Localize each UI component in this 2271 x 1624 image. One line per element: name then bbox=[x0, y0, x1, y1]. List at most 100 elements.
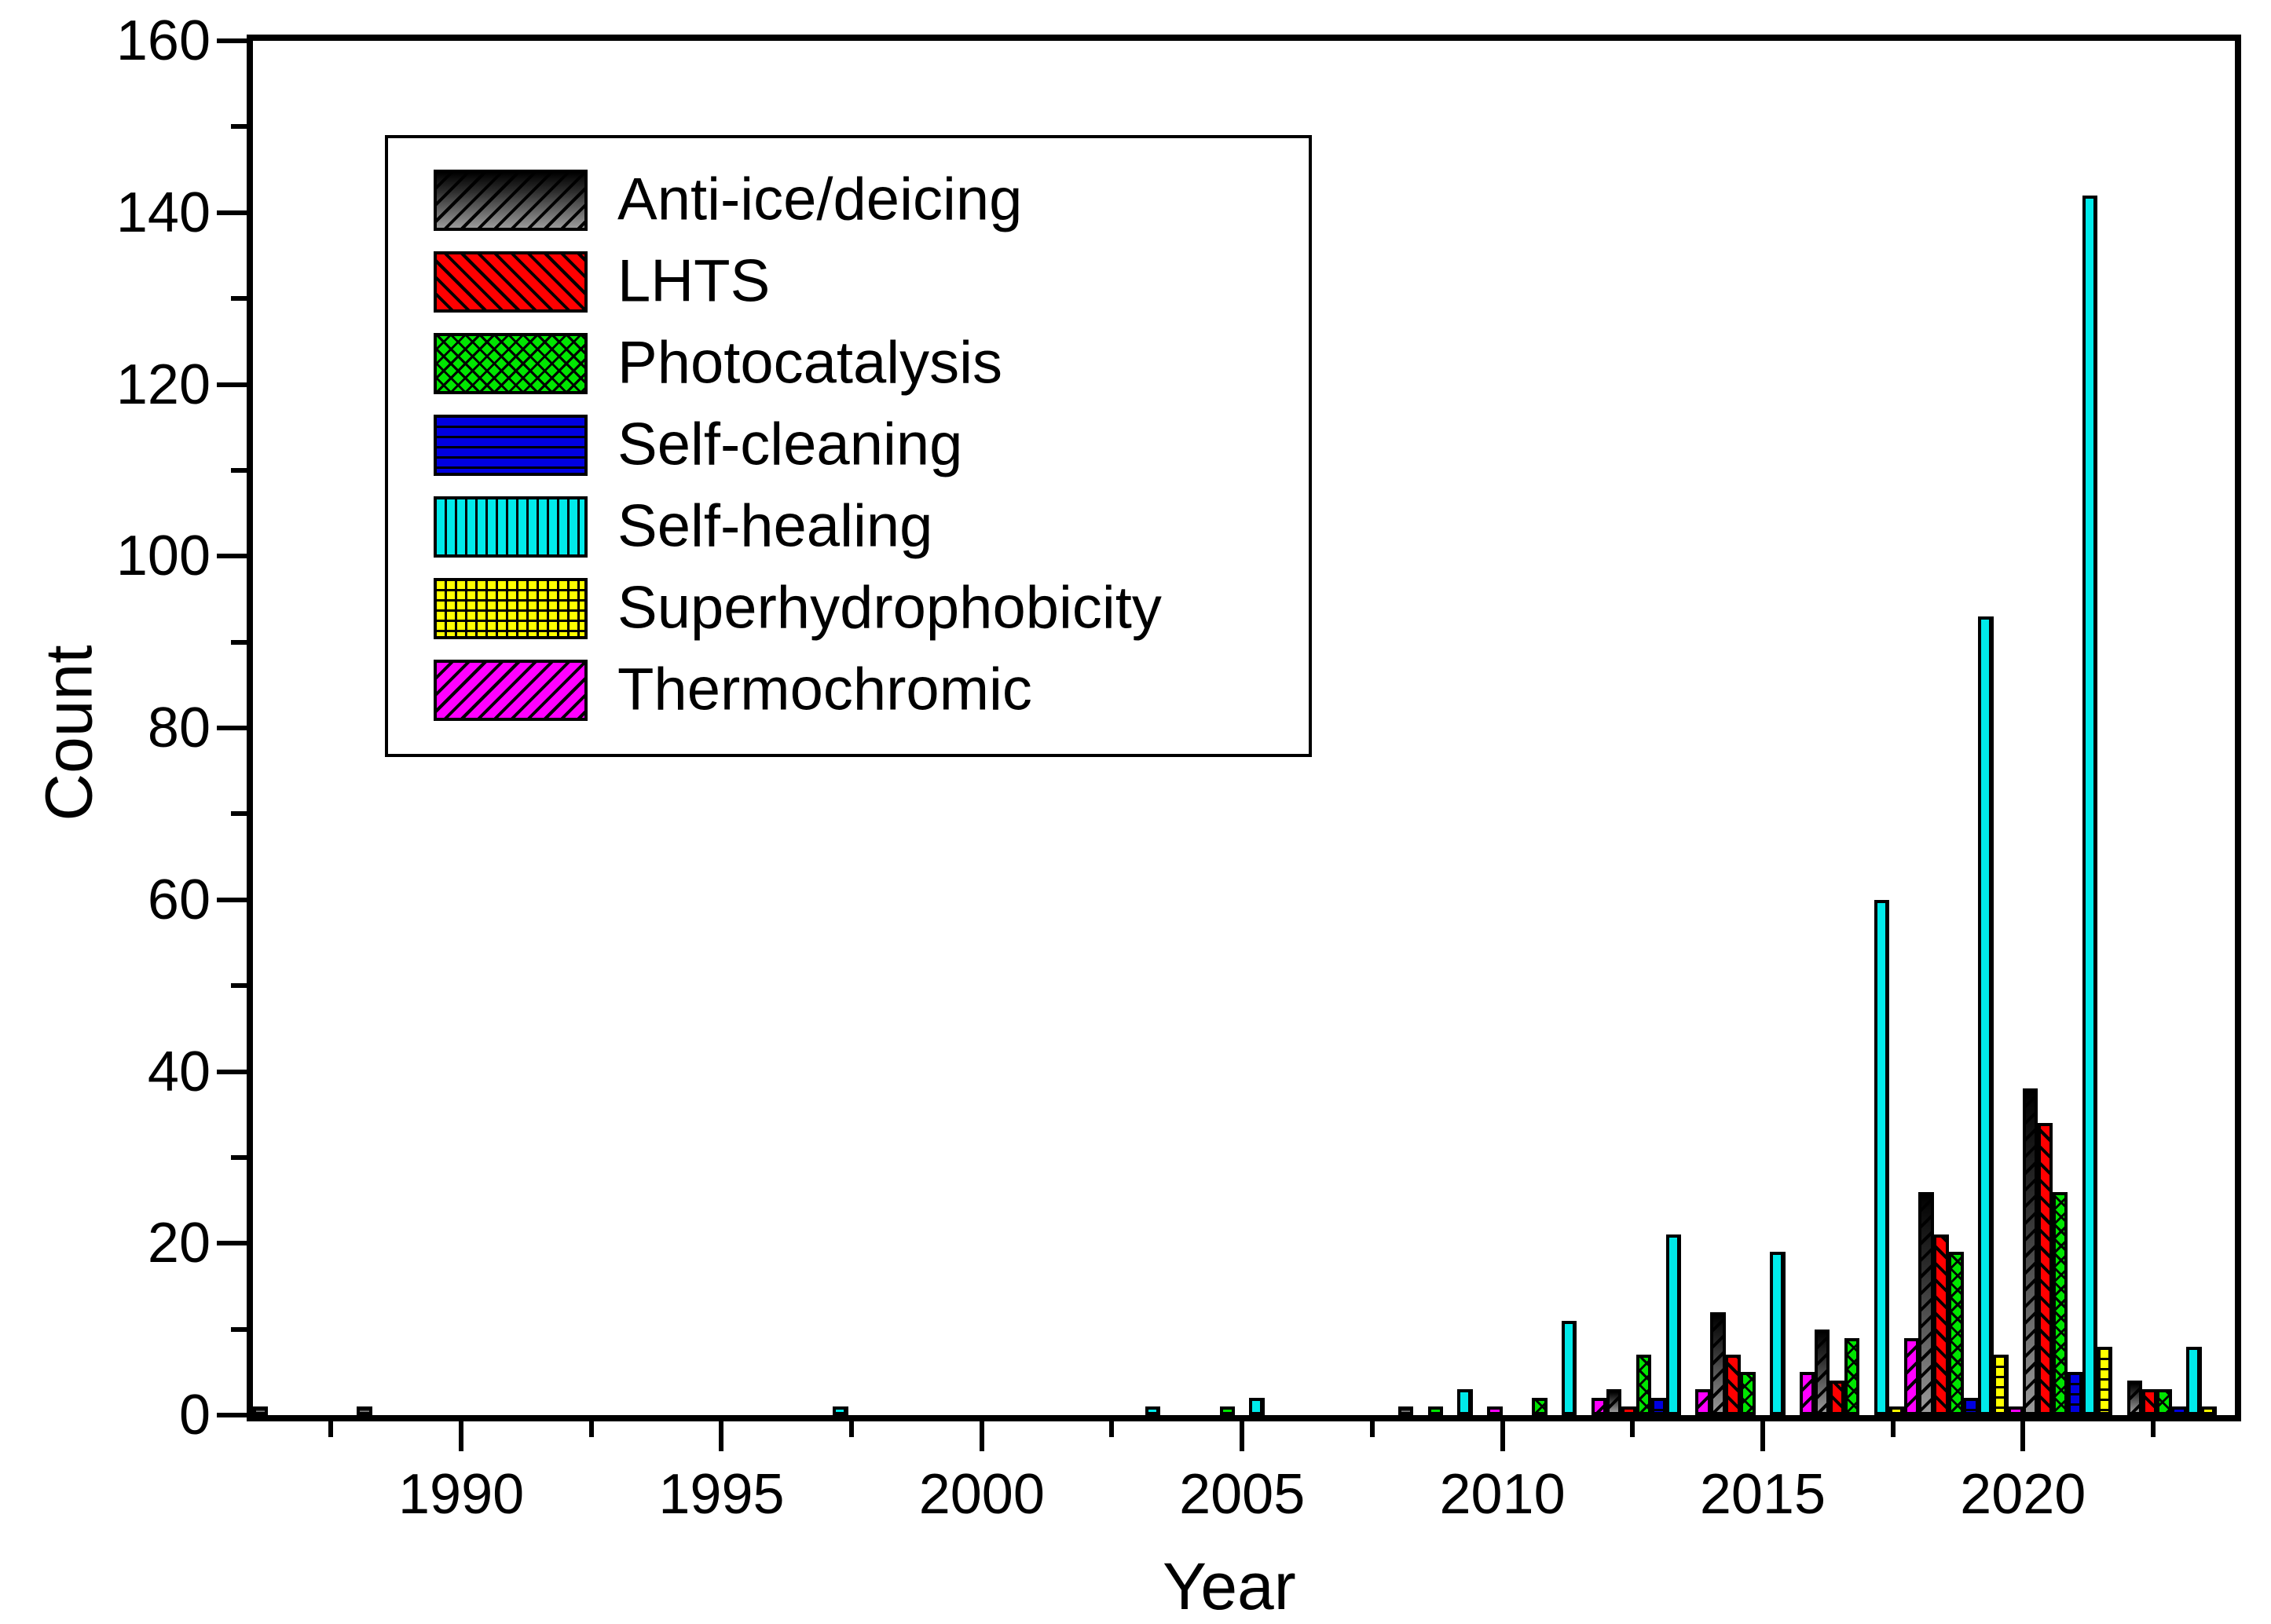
bar-self-healing-2021 bbox=[2082, 195, 2098, 1415]
y-tick-label-120: 120 bbox=[115, 353, 211, 416]
x-tick-label-2005: 2005 bbox=[1179, 1463, 1306, 1526]
legend-label-anti-ice: Anti-ice/deicing bbox=[617, 166, 1023, 233]
legend-label-self-healing: Self-healing bbox=[617, 492, 933, 560]
bar-anti-ice-1989 bbox=[357, 1406, 372, 1415]
legend-row-photocatalysis: Photocatalysis bbox=[388, 324, 1309, 402]
legend-row-lhts: LHTS bbox=[388, 242, 1309, 320]
y-major-tick-60 bbox=[217, 897, 247, 902]
bar-self-healing-1997 bbox=[833, 1406, 848, 1415]
y-minor-tick bbox=[231, 1326, 247, 1332]
legend-label-photocatalysis: Photocatalysis bbox=[617, 329, 1003, 397]
y-tick-label-80: 80 bbox=[147, 697, 211, 759]
legend-row-thermochromic: Thermochromic bbox=[388, 650, 1309, 729]
bar-photocatalysis-2019 bbox=[1948, 1252, 1964, 1415]
y-tick-label-40: 40 bbox=[147, 1040, 211, 1103]
legend-row-anti-ice: Anti-ice/deicing bbox=[388, 160, 1309, 239]
bar-anti-ice-1987 bbox=[252, 1406, 269, 1415]
bar-anti-ice-2019 bbox=[1918, 1191, 1934, 1415]
bar-photocatalysis-2015 bbox=[1740, 1372, 1756, 1415]
bar-lhts-2021 bbox=[2037, 1123, 2053, 1415]
y-minor-tick bbox=[231, 467, 247, 473]
bar-thermochromic-2019 bbox=[2008, 1406, 2024, 1415]
bar-lhts-2023 bbox=[2141, 1389, 2157, 1415]
x-tick-label-1995: 1995 bbox=[658, 1463, 785, 1526]
legend-swatch-lhts bbox=[434, 251, 588, 313]
x-tick-label-2010: 2010 bbox=[1439, 1463, 1566, 1526]
x-minor-tick bbox=[1890, 1421, 1896, 1437]
bar-anti-ice-2009 bbox=[1397, 1406, 1414, 1415]
bar-thermochromic-2011 bbox=[1591, 1398, 1607, 1415]
y-tick-label-140: 140 bbox=[115, 181, 211, 244]
legend-row-superhydrophobicity: Superhydrophobicity bbox=[388, 569, 1309, 647]
y-minor-tick bbox=[231, 811, 247, 817]
x-minor-tick bbox=[1630, 1421, 1635, 1437]
y-minor-tick bbox=[231, 124, 247, 130]
x-major-tick-1995 bbox=[719, 1421, 724, 1451]
bar-thermochromic-2015 bbox=[1799, 1372, 1815, 1415]
y-major-tick-20 bbox=[217, 1241, 247, 1246]
bar-anti-ice-2021 bbox=[2023, 1088, 2038, 1415]
legend-row-self-healing: Self-healing bbox=[388, 487, 1309, 565]
bar-anti-ice-2015 bbox=[1710, 1311, 1726, 1415]
bar-self-healing-2003 bbox=[1145, 1406, 1161, 1415]
legend-label-superhydrophobicity: Superhydrophobicity bbox=[617, 574, 1162, 642]
y-major-tick-40 bbox=[217, 1069, 247, 1074]
bar-self-healing-2019 bbox=[1978, 616, 1994, 1415]
bar-superhydrophobicity-2021 bbox=[2097, 1346, 2113, 1415]
x-major-tick-2020 bbox=[2020, 1421, 2026, 1451]
bar-self-healing-2005 bbox=[1249, 1398, 1265, 1415]
bar-photocatalysis-2011 bbox=[1532, 1398, 1548, 1415]
y-tick-label-20: 20 bbox=[147, 1212, 211, 1275]
bar-self-cleaning-2019 bbox=[1963, 1398, 1979, 1415]
bar-photocatalysis-2023 bbox=[2156, 1389, 2172, 1415]
bar-self-healing-2015 bbox=[1770, 1252, 1786, 1415]
bar-self-cleaning-2013 bbox=[1650, 1398, 1667, 1415]
bar-self-cleaning-2023 bbox=[2171, 1406, 2187, 1415]
y-tick-label-60: 60 bbox=[147, 868, 211, 931]
x-minor-tick bbox=[1109, 1421, 1115, 1437]
bar-self-healing-2011 bbox=[1562, 1320, 1577, 1415]
legend-swatch-superhydrophobicity bbox=[434, 578, 588, 639]
x-minor-tick bbox=[2150, 1421, 2156, 1437]
legend-swatch-photocatalysis bbox=[434, 333, 588, 394]
y-major-tick-80 bbox=[217, 726, 247, 730]
x-minor-tick bbox=[328, 1421, 334, 1437]
bar-photocatalysis-2005 bbox=[1219, 1406, 1235, 1415]
bar-self-healing-2009 bbox=[1457, 1389, 1473, 1415]
bar-superhydrophobicity-2019 bbox=[1993, 1355, 2009, 1415]
bar-lhts-2017 bbox=[1829, 1381, 1845, 1415]
y-major-tick-160 bbox=[217, 38, 247, 43]
plot-inner bbox=[252, 41, 2235, 1415]
bar-self-healing-2013 bbox=[1665, 1234, 1681, 1415]
x-minor-tick bbox=[849, 1421, 855, 1437]
legend-label-self-cleaning: Self-cleaning bbox=[617, 411, 963, 478]
bar-thermochromic-2009 bbox=[1487, 1406, 1503, 1415]
x-tick-label-1990: 1990 bbox=[397, 1463, 525, 1526]
bar-anti-ice-2013 bbox=[1606, 1389, 1622, 1415]
y-minor-tick bbox=[231, 983, 247, 989]
bar-thermochromic-2013 bbox=[1695, 1389, 1711, 1415]
bar-thermochromic-2017 bbox=[1903, 1337, 1919, 1415]
y-tick-label-100: 100 bbox=[115, 525, 211, 588]
legend-row-self-cleaning: Self-cleaning bbox=[388, 405, 1309, 484]
x-axis-title: Year bbox=[1163, 1549, 1296, 1623]
y-tick-label-160: 160 bbox=[115, 9, 211, 72]
x-minor-tick bbox=[1369, 1421, 1375, 1437]
x-major-tick-2000 bbox=[979, 1421, 984, 1451]
bar-photocatalysis-2021 bbox=[2052, 1191, 2068, 1415]
bar-superhydrophobicity-2017 bbox=[1888, 1406, 1905, 1415]
bar-photocatalysis-2013 bbox=[1635, 1355, 1652, 1415]
x-major-tick-1990 bbox=[459, 1421, 464, 1451]
legend-label-thermochromic: Thermochromic bbox=[617, 656, 1032, 723]
x-major-tick-2010 bbox=[1500, 1421, 1505, 1451]
x-major-tick-2015 bbox=[1760, 1421, 1765, 1451]
y-minor-tick bbox=[231, 639, 247, 645]
legend-swatch-self-healing bbox=[434, 496, 588, 558]
y-major-tick-0 bbox=[217, 1413, 247, 1417]
legend: Anti-ice/deicing LHTS Photocatalysis Self-c… bbox=[385, 135, 1312, 757]
y-axis-title: Count bbox=[31, 645, 106, 821]
legend-swatch-self-cleaning bbox=[434, 415, 588, 476]
x-minor-tick bbox=[588, 1421, 594, 1437]
x-tick-label-2020: 2020 bbox=[1960, 1463, 2086, 1526]
